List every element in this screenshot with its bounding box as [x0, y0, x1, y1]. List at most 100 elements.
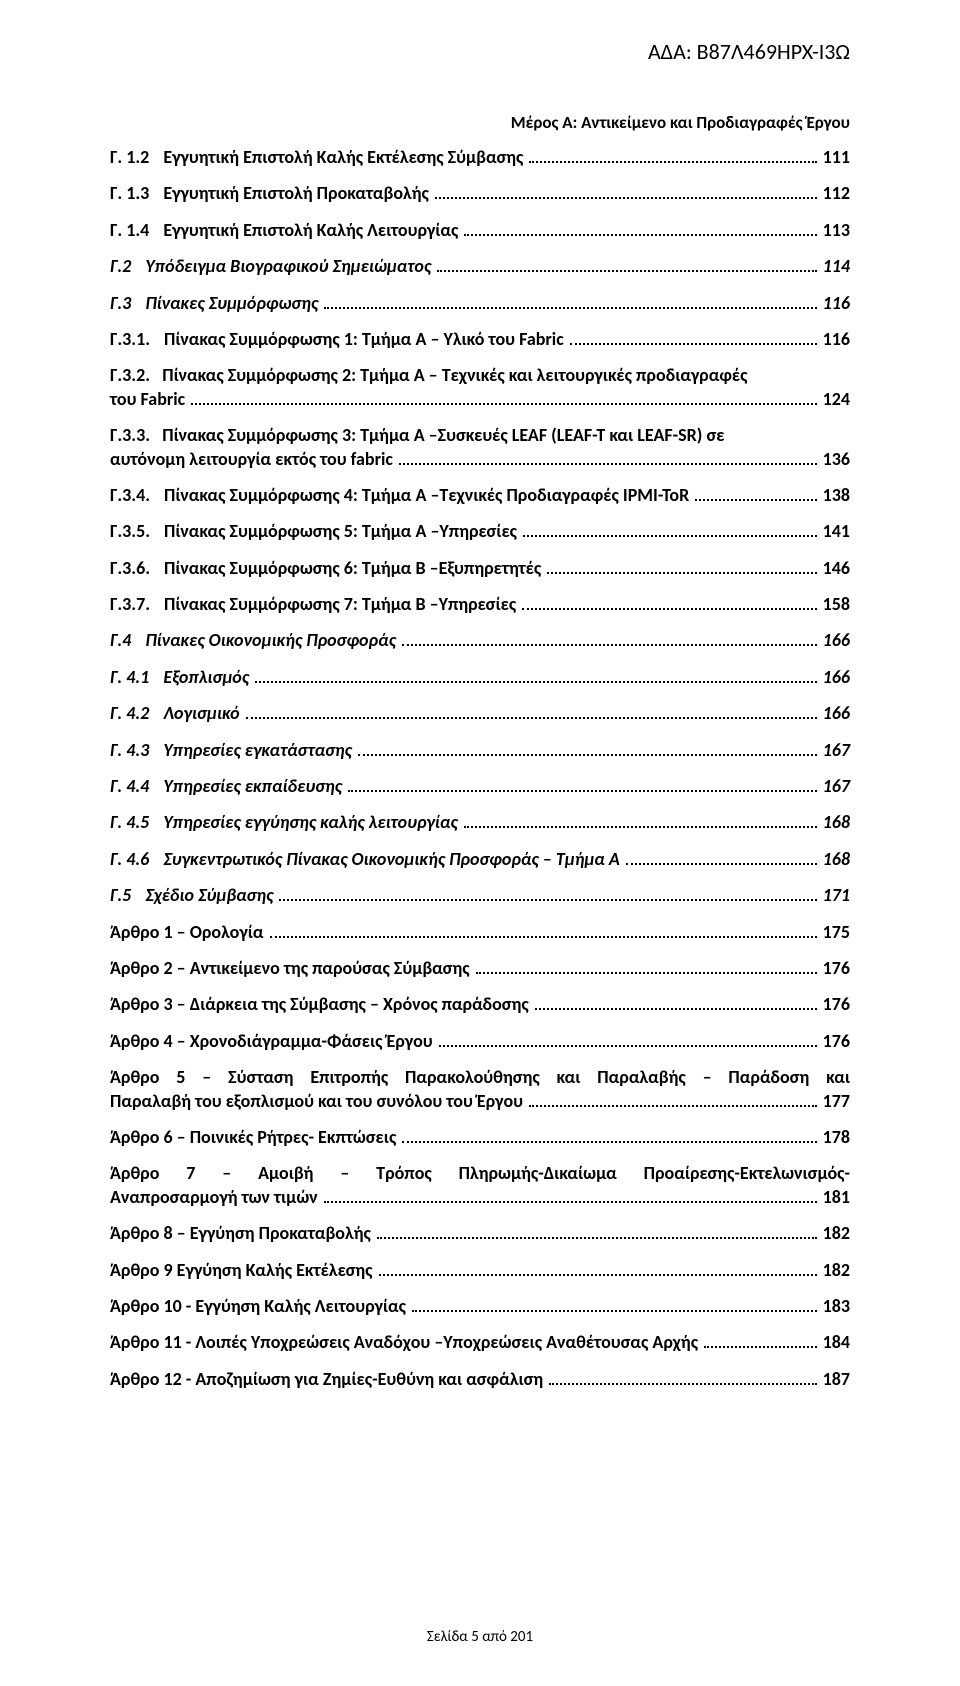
toc-label: Γ.3.1.: [110, 328, 150, 351]
toc-entry: Γ.3Πίνακες Συμμόρφωσης116: [110, 292, 850, 315]
toc-leader: [379, 1274, 817, 1276]
toc-leader: [695, 499, 816, 501]
toc-label: Γ. 4.6: [110, 848, 149, 871]
toc-title: Πίνακες Οικονομικής Προσφοράς: [145, 629, 396, 652]
toc-page: 177: [823, 1090, 850, 1113]
toc-page: 182: [823, 1259, 850, 1282]
toc-leader: [402, 644, 817, 646]
toc-entry: Γ. 4.1Εξοπλισμός166: [110, 666, 850, 689]
toc-leader: [535, 1008, 817, 1010]
toc-entry: Άρθρο 2 – Αντικείμενο της παρούσας Σύμβα…: [110, 957, 850, 980]
toc-label: Γ.3.2.: [110, 364, 162, 386]
doc-id: ΑΔΑ: Β87Λ469ΗΡΧ-Ι3Ω: [648, 38, 850, 65]
toc-entry: Γ. 1.3 Εγγυητική Επιστολή Προκαταβολής 112: [110, 182, 850, 205]
toc-label: Γ.5: [110, 884, 131, 907]
toc-entry: Γ. 1.2Εγγυητική Επιστολή Καλής Εκτέλεσης…: [110, 146, 850, 169]
toc-entry: Γ. 1.4Εγγυητική Επιστολή Καλής Λειτουργί…: [110, 219, 850, 242]
toc-entry: Γ. 4.3Υπηρεσίες εγκατάστασης167: [110, 739, 850, 762]
toc-title: Άρθρο 6 – Ποινικές Ρήτρες- Εκπτώσεις: [110, 1126, 396, 1149]
toc-leader: [476, 972, 817, 974]
toc-leader: [279, 899, 816, 901]
toc-entry: Άρθρο 9 Εγγύηση Καλής Εκτέλεσης 182: [110, 1259, 850, 1282]
toc-leader: [348, 790, 817, 792]
toc-label: Γ.4: [110, 629, 131, 652]
toc-title: Υπηρεσίες εκπαίδευσης: [163, 775, 342, 798]
toc-leader: [412, 1310, 817, 1312]
toc-leader: [377, 1237, 817, 1239]
toc-title: Υπηρεσίες εγκατάστασης: [163, 739, 352, 762]
toc-title: Άρθρο 10 - Εγγύηση Καλής Λειτουργίας: [110, 1295, 406, 1318]
toc-label: Γ. 1.4: [110, 219, 149, 242]
section-header: Μέρος Α: Αντικείμενο και Προδιαγραφές Έρ…: [110, 112, 850, 133]
toc-title: Πίνακας Συμμόρφωσης 7: Τμήμα Β –Υπηρεσίε…: [164, 593, 516, 616]
toc-title: Εγγυητική Επιστολή Προκαταβολής: [163, 182, 429, 205]
toc-leader: [435, 197, 817, 199]
toc-page: 171: [823, 884, 850, 907]
toc-page: 124: [823, 388, 850, 411]
toc-title-cont: του Fabric: [110, 388, 185, 411]
toc-label: Γ. 4.3: [110, 739, 149, 762]
toc-entry: Γ.3.6. Πίνακας Συμμόρφωσης 6: Τμήμα Β –Εξ…: [110, 557, 850, 580]
toc-page: 136: [823, 448, 850, 471]
toc-page: 158: [823, 593, 850, 616]
toc-leader: [399, 463, 817, 465]
toc-page: 175: [823, 921, 850, 944]
toc-leader: [570, 343, 817, 345]
toc-title: Άρθρο 2 – Αντικείμενο της παρούσας Σύμβα…: [110, 957, 470, 980]
toc-page: 112: [823, 182, 850, 205]
toc-title: Άρθρο 7 – Αμοιβή – Τρόπος Πληρωμής-Δικαί…: [110, 1162, 850, 1184]
toc-title-cont: αυτόνομη λειτουργία εκτός του fabric: [110, 448, 393, 471]
toc-leader: [626, 863, 817, 865]
toc-leader: [529, 1105, 817, 1107]
toc-entry: Άρθρο 7 – Αμοιβή – Τρόπος Πληρωμής-Δικαί…: [110, 1162, 850, 1209]
toc-entry: Άρθρο 4 – Χρονοδιάγραμμα-Φάσεις Έργου176: [110, 1030, 850, 1053]
toc-label: Γ. 4.1: [110, 666, 149, 689]
toc-page: 141: [823, 520, 850, 543]
toc-page: 113: [823, 219, 850, 242]
toc-title: Υπόδειγμα Βιογραφικού Σημειώματος: [145, 255, 431, 278]
toc-label: Γ.3.7.: [110, 593, 150, 616]
toc-entry: Γ.5 Σχέδιο Σύμβασης 171: [110, 884, 850, 907]
toc-leader: [704, 1346, 817, 1348]
toc-entry: Γ. 4.2Λογισμικό166: [110, 702, 850, 725]
toc-entry: Άρθρο 5 – Σύσταση Επιτροπής Παρακολούθησ…: [110, 1066, 850, 1113]
toc-title: Πίνακας Συμμόρφωσης 3: Τμήμα Α –Συσκευές…: [162, 424, 724, 446]
toc-label: Γ.3.5.: [110, 520, 150, 543]
toc-page: 184: [823, 1331, 850, 1354]
toc-label: Γ. 1.2: [110, 146, 149, 169]
toc-title-cont: Αναπροσαρμογή των τιμών: [110, 1186, 318, 1209]
toc-leader: [191, 403, 816, 405]
toc-page: 183: [823, 1295, 850, 1318]
toc-entry: Άρθρο 12 - Αποζημίωση για Ζημίες-Ευθύνη …: [110, 1368, 850, 1391]
toc-entry: Γ. 4.4Υπηρεσίες εκπαίδευσης167: [110, 775, 850, 798]
toc-entry: Γ.3.4. Πίνακας Συμμόρφωσης 4: Τμήμα Α –Τε…: [110, 484, 850, 507]
toc-page: 167: [823, 775, 850, 798]
toc-entry: Γ. 4.6Συγκεντρωτικός Πίνακας Οικονομικής…: [110, 848, 850, 871]
toc-page: 138: [823, 484, 850, 507]
toc-page: 166: [823, 629, 850, 652]
toc-title: Πίνακας Συμμόρφωσης 4: Τμήμα Α –Τεχνικές…: [164, 484, 689, 507]
toc-title: Πίνακας Συμμόρφωσης 5: Τμήμα Α –Υπηρεσίε…: [164, 520, 517, 543]
toc-leader: [324, 1201, 817, 1203]
toc-entry: Γ.2Υπόδειγμα Βιογραφικού Σημειώματος114: [110, 255, 850, 278]
toc-title: Πίνακας Συμμόρφωσης 6: Τμήμα Β –Εξυπηρετ…: [164, 557, 541, 580]
toc-label: Γ.3.3.: [110, 424, 162, 446]
toc-page: 166: [823, 666, 850, 689]
toc-label: Γ.3.4.: [110, 484, 150, 507]
toc-title: Άρθρο 9 Εγγύηση Καλής Εκτέλεσης: [110, 1259, 373, 1282]
toc-label: Γ. 1.3: [110, 182, 149, 205]
toc-label: Γ. 4.5: [110, 811, 149, 834]
toc-page: 181: [823, 1186, 850, 1209]
toc-label: Γ. 4.2: [110, 702, 149, 725]
toc-leader: [439, 1045, 817, 1047]
toc-page: 178: [823, 1126, 850, 1149]
toc-entry: Γ.4 Πίνακες Οικονομικής Προσφοράς 166: [110, 629, 850, 652]
toc-page: 166: [823, 702, 850, 725]
toc-page: 116: [823, 328, 850, 351]
toc-entry: Άρθρο 11 - Λοιπές Υποχρεώσεις Αναδόχου –…: [110, 1331, 850, 1354]
toc-label: Γ.3.6.: [110, 557, 150, 580]
toc-label: Γ.3: [110, 292, 131, 315]
toc-title: Σχέδιο Σύμβασης: [145, 884, 273, 907]
toc-entry: Άρθρο 10 - Εγγύηση Καλής Λειτουργίας 183: [110, 1295, 850, 1318]
toc-entry: Γ. 4.5Υπηρεσίες εγγύησης καλής λειτουργί…: [110, 811, 850, 834]
